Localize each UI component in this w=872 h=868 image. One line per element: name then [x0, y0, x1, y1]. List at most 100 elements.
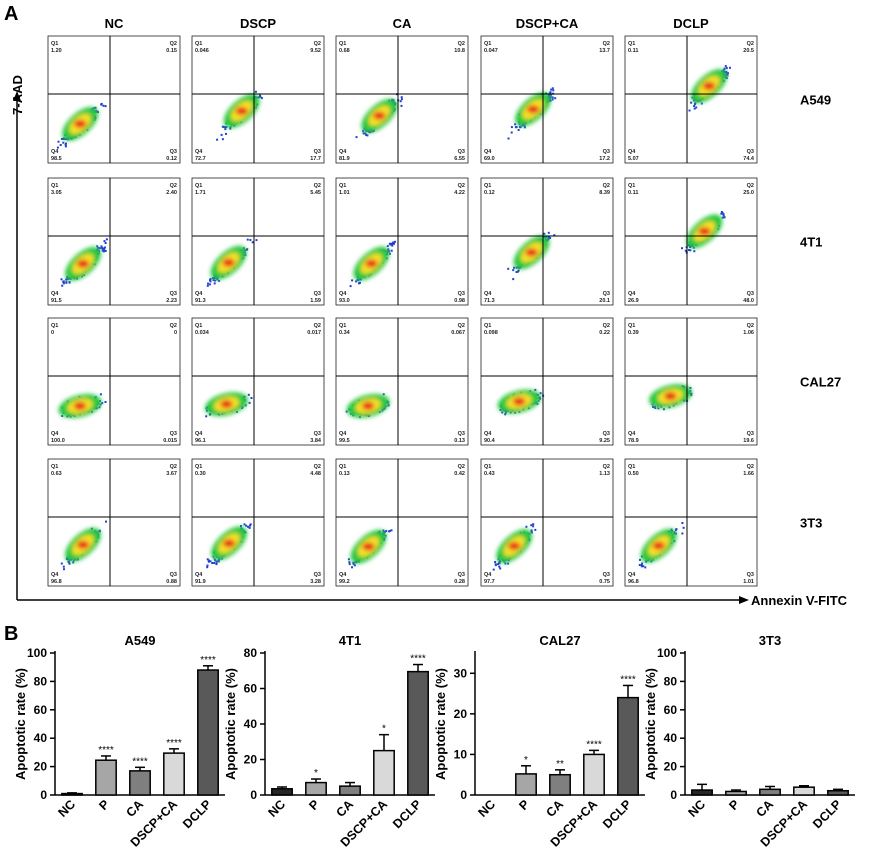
event-dot [543, 232, 546, 235]
quadrant-q3-value: 17.7 [310, 156, 321, 162]
quadrant-q2-value: 1.06 [743, 330, 754, 336]
quadrant-q1-value: 0.034 [195, 330, 210, 336]
quadrant-q1-value: 0.39 [628, 330, 639, 336]
event-dot [221, 125, 224, 128]
event-dot [246, 248, 249, 251]
event-dot [662, 408, 665, 411]
event-dot [722, 214, 725, 217]
significance-label: **** [132, 756, 148, 767]
event-dot [348, 563, 351, 566]
category-label: DCLP [810, 797, 844, 831]
category-label: DCLP [180, 797, 214, 831]
chart-y-axis-label: Apoptotic rate (%) [433, 668, 448, 780]
quadrant-q1-value: 1.71 [195, 190, 206, 196]
bar-ca [129, 770, 151, 796]
event-dot [389, 243, 392, 246]
quadrant-q2-name: Q2 [170, 41, 177, 47]
chart-y-tick-label: 0 [250, 788, 257, 802]
event-dot [726, 74, 729, 77]
event-dot [391, 244, 394, 247]
event-dot [207, 559, 210, 562]
category-label: DCLP [600, 797, 634, 831]
density-red [362, 401, 375, 410]
flow-plot-frame [624, 35, 758, 164]
event-dot [351, 566, 353, 569]
quadrant-q3-name: Q3 [170, 291, 177, 297]
event-dot [681, 522, 684, 524]
flow-plot-frame [624, 458, 758, 587]
quadrant-q3-value: 0.13 [454, 438, 465, 444]
quadrant-q4-name: Q4 [195, 572, 203, 578]
event-dot [507, 267, 510, 270]
event-dot [534, 388, 537, 391]
event-dot [103, 246, 106, 249]
event-dot [729, 66, 731, 69]
event-dot [498, 561, 501, 564]
bar-dscp-plus-ca [793, 786, 815, 796]
quadrant-q3-name: Q3 [170, 572, 177, 578]
event-dot [348, 561, 351, 564]
category-label: CA [543, 797, 566, 820]
chart-y-tick-label: 80 [244, 646, 258, 660]
event-dot [248, 526, 251, 529]
bar-ca [759, 788, 781, 796]
event-dot [549, 91, 552, 94]
event-dot [501, 411, 504, 414]
event-dot [721, 212, 724, 215]
event-dot [393, 242, 395, 245]
quadrant-q2-value: 0.067 [451, 330, 465, 336]
quadrant-q3-value: 0.75 [599, 579, 610, 585]
event-dot [525, 525, 528, 528]
category-label: P [516, 797, 532, 813]
quadrant-q4-name: Q4 [51, 291, 59, 297]
column-header-ca: CA [393, 16, 412, 31]
quadrant-q3-value: 17.2 [599, 156, 610, 162]
density-core [515, 92, 552, 127]
density-core [62, 107, 99, 141]
row-label-3t3: 3T3 [800, 516, 822, 531]
chart-y-tick-label: 40 [244, 717, 258, 731]
chart-title: A549 [124, 633, 155, 648]
flow-plot-frame [624, 317, 758, 446]
flow-plot-frame [335, 177, 469, 306]
event-dot [104, 105, 107, 108]
quadrant-q3-value: 1.59 [310, 298, 321, 304]
event-dot [209, 279, 211, 282]
event-dot [553, 234, 556, 237]
event-dot [530, 524, 533, 527]
quadrant-q4-value: 78.9 [628, 438, 639, 444]
event-dot [657, 407, 660, 410]
row-label-cal27: CAL27 [800, 375, 841, 390]
event-dot [208, 283, 211, 286]
quadrant-q1-name: Q1 [339, 41, 346, 47]
quadrant-q3-name: Q3 [747, 149, 754, 155]
density-red [373, 111, 386, 120]
event-dot [240, 525, 242, 527]
quadrant-q2-name: Q2 [458, 464, 465, 470]
chart-y-tick-label: 20 [244, 753, 258, 767]
column-header-dclp: DCLP [673, 16, 709, 31]
density-red [513, 397, 526, 406]
event-dot [725, 77, 728, 80]
quadrant-q2-name: Q2 [747, 464, 754, 470]
event-dot [394, 240, 396, 243]
bar-p [515, 773, 537, 796]
event-dot [223, 126, 226, 128]
chart-y-tick-label: 100 [657, 646, 677, 660]
quadrant-q1-value: 0.68 [339, 48, 350, 54]
event-dot [216, 278, 219, 281]
quadrant-q4-name: Q4 [628, 291, 636, 297]
event-dot [723, 216, 726, 219]
quadrant-q1-value: 0.43 [484, 471, 495, 477]
event-dot [390, 249, 393, 252]
event-dot [217, 560, 220, 563]
quadrant-q2-name: Q2 [170, 183, 177, 189]
quadrant-q2-name: Q2 [747, 41, 754, 47]
quadrant-q3-name: Q3 [170, 149, 177, 155]
density-core [65, 528, 101, 562]
quadrant-q3-value: 0.88 [166, 579, 177, 585]
event-dot [215, 563, 218, 566]
density-red [525, 248, 538, 257]
flow-plot-frame [191, 177, 325, 306]
